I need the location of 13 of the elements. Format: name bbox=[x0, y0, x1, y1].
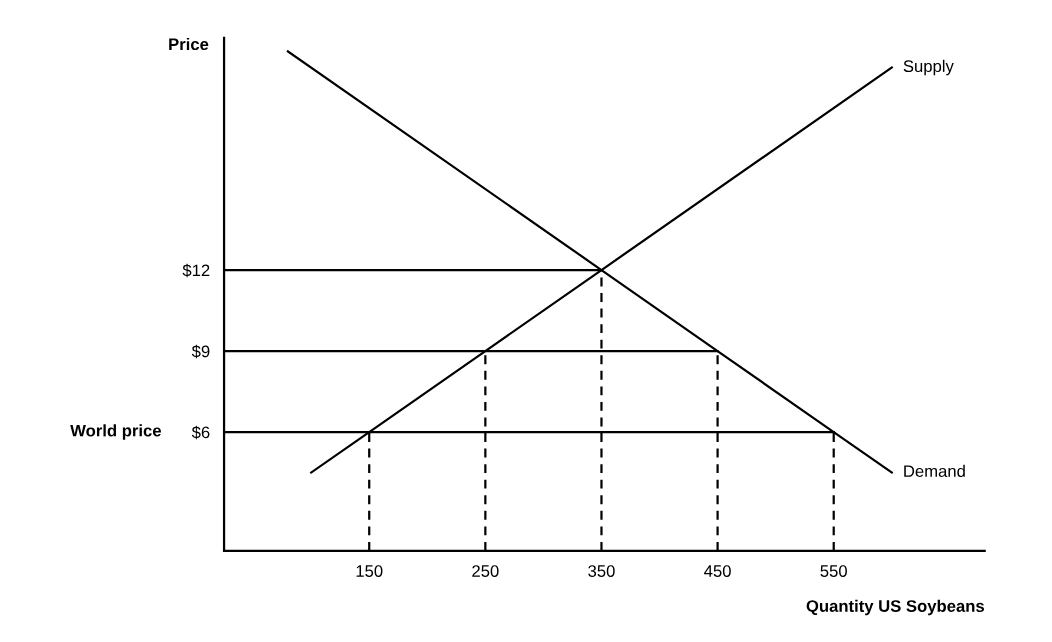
y-tick-label: $6 bbox=[191, 425, 210, 440]
series-label: Demand bbox=[904, 464, 965, 478]
x-tick-label: 450 bbox=[704, 565, 731, 577]
x-tick-label: 350 bbox=[588, 565, 615, 577]
y-axis-title: Price bbox=[169, 37, 209, 51]
x-tick-label: 550 bbox=[820, 565, 847, 577]
series-label: Supply bbox=[903, 59, 954, 76]
text: World price bbox=[70, 424, 162, 440]
y-tick-label: $12 bbox=[182, 263, 210, 278]
x-tick-label: 150 bbox=[356, 565, 383, 577]
y-tick-label: $9 bbox=[191, 344, 210, 359]
x-tick-label: 250 bbox=[472, 565, 499, 577]
x-axis-title: Quantity US Soybeans bbox=[806, 599, 984, 616]
